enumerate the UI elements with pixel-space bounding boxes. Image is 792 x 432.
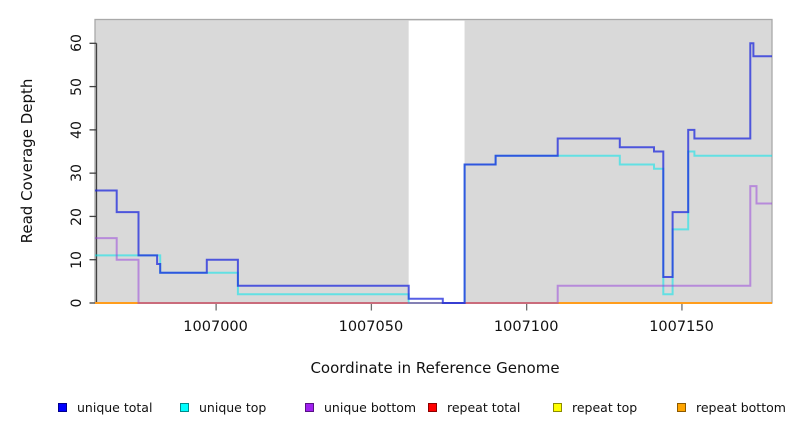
x-tick-label: 1007000 <box>183 319 248 335</box>
legend-label: unique top <box>199 399 267 415</box>
legend-item-repeat-top: repeat top <box>553 399 637 415</box>
legend-label: repeat total <box>447 399 521 415</box>
legend-swatch-repeat-total <box>428 402 437 412</box>
x-axis-title: Coordinate in Reference Genome <box>310 359 560 377</box>
y-tick-label: 60 <box>69 34 85 53</box>
y-tick-label: 40 <box>69 121 85 139</box>
y-tick-label: 10 <box>69 250 85 269</box>
legend-item-unique-total: unique total <box>58 399 152 415</box>
legend-swatch-unique-total <box>58 402 67 412</box>
legend-label: repeat top <box>572 399 638 415</box>
x-tick-label: 1007050 <box>338 319 404 335</box>
legend-swatch-repeat-bottom <box>677 402 686 412</box>
x-tick-label: 1007100 <box>493 319 559 335</box>
legend-item-repeat-total: repeat total <box>428 399 520 415</box>
legend-swatch-unique-top <box>180 402 189 412</box>
legend-item-unique-bottom: unique bottom <box>305 399 416 415</box>
legend-label: unique total <box>77 399 153 415</box>
legend-item-repeat-bottom: repeat bottom <box>677 399 786 415</box>
y-tick-label: 20 <box>69 207 85 226</box>
legend-swatch-repeat-top <box>553 402 562 412</box>
y-tick-label: 0 <box>69 298 85 308</box>
legend-label: unique bottom <box>324 399 417 415</box>
y-tick-label: 30 <box>69 164 85 183</box>
legend-item-unique-top: unique top <box>180 399 266 415</box>
legend-swatch-unique-bottom <box>305 402 314 412</box>
y-axis-title: Read Coverage Depth <box>18 78 36 244</box>
x-tick-label: 1007150 <box>649 319 714 335</box>
legend-label: repeat bottom <box>696 399 786 415</box>
y-tick-label: 50 <box>69 77 85 96</box>
